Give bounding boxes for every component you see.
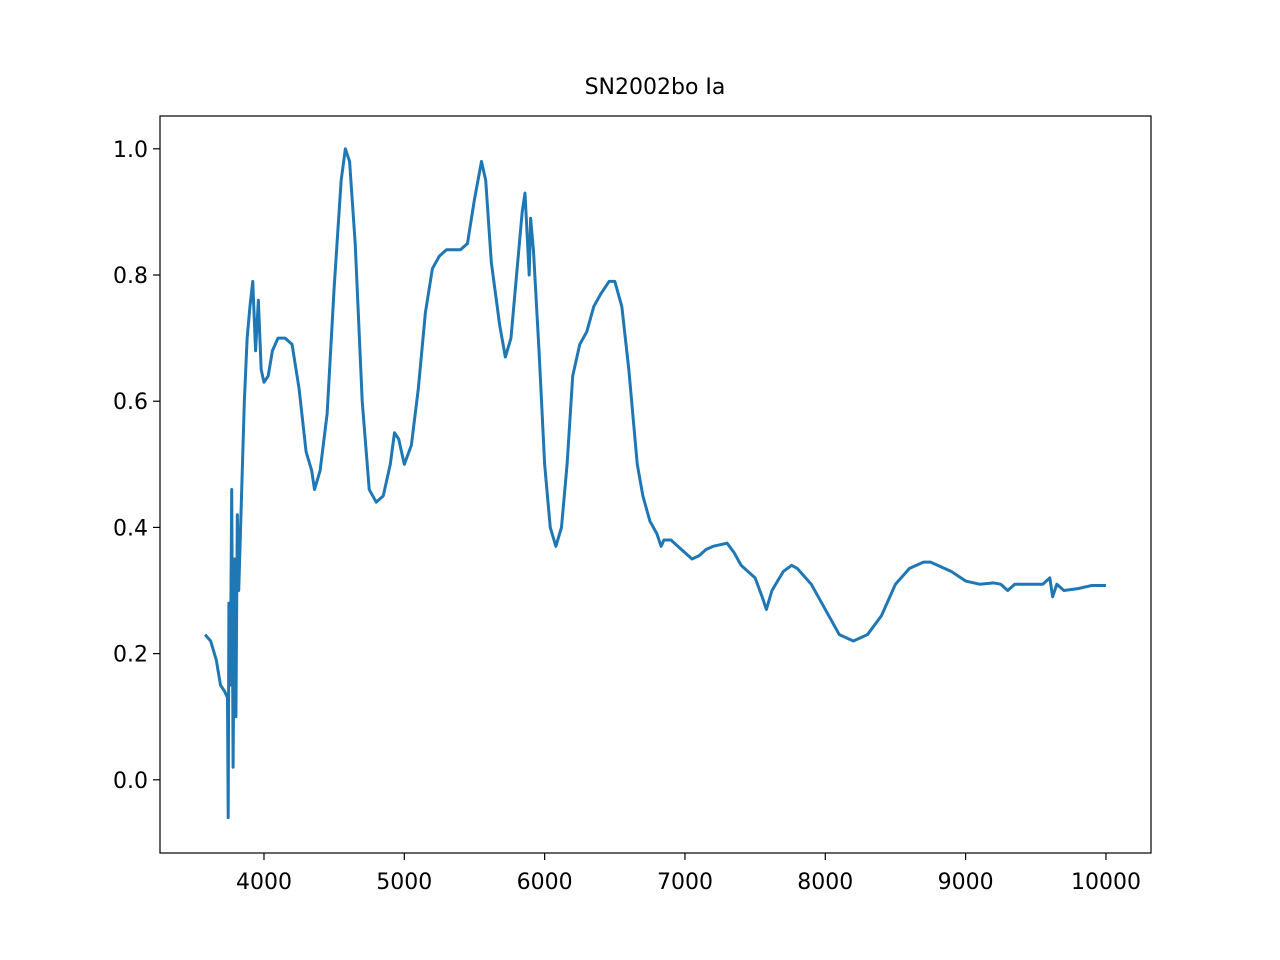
- x-tick-label: 5000: [376, 870, 432, 895]
- y-tick-label: 1.0: [113, 138, 148, 163]
- plot-frame: [159, 115, 1152, 854]
- y-tick-label: 0.0: [113, 769, 148, 794]
- y-tick-label: 0.8: [113, 264, 148, 289]
- x-tick-label: 7000: [657, 870, 713, 895]
- x-tick-label: 6000: [517, 870, 573, 895]
- chart-title: SN2002bo Ia: [585, 75, 726, 100]
- x-tick-label: 4000: [236, 870, 292, 895]
- y-tick-label: 0.4: [113, 516, 148, 541]
- y-tick-label: 0.6: [113, 390, 148, 415]
- x-tick-label: 10000: [1071, 870, 1141, 895]
- x-tick-label: 9000: [938, 870, 994, 895]
- x-tick-label: 8000: [797, 870, 853, 895]
- y-tick-label: 0.2: [113, 643, 148, 668]
- spectrum-line: [203, 147, 1106, 820]
